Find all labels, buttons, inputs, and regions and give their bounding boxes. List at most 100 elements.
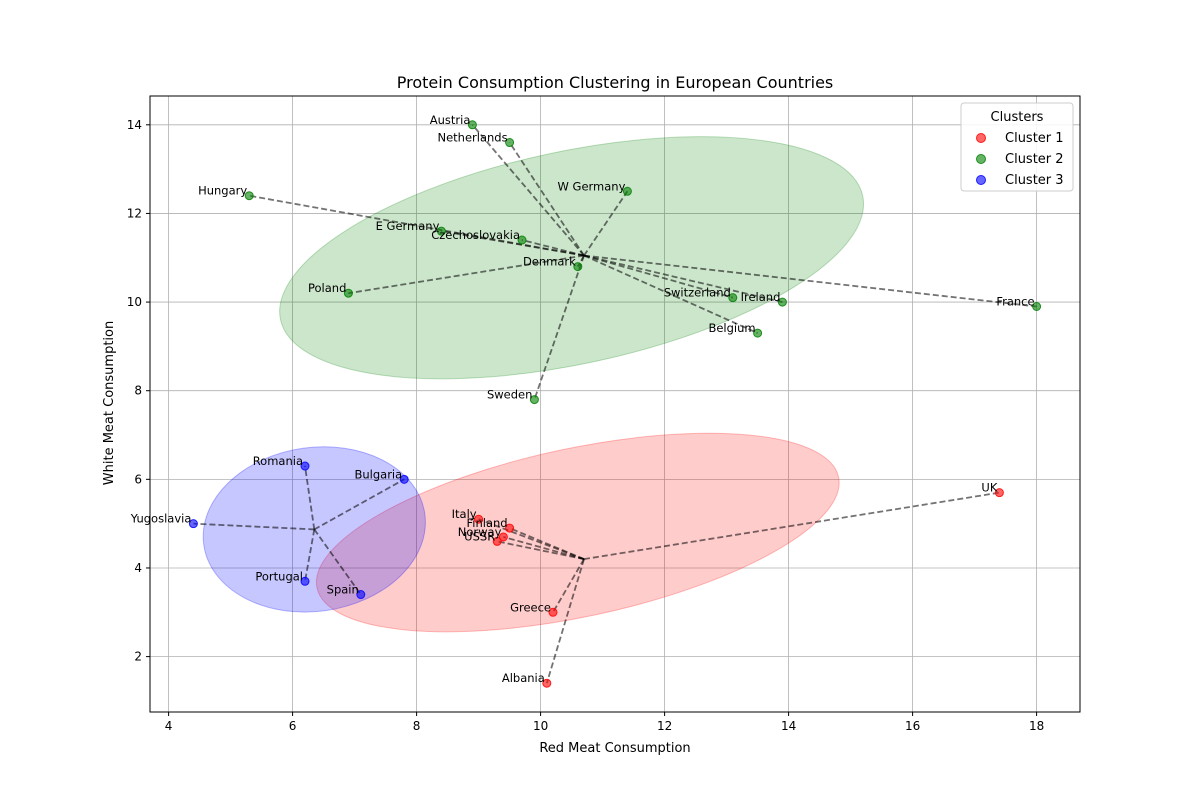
centroid-line	[249, 194, 585, 257]
point-w-germany	[622, 186, 632, 196]
legend-box	[960, 102, 1074, 192]
centroid-line	[552, 558, 585, 613]
point-label: Greece	[510, 600, 551, 614]
point-uk	[994, 488, 1004, 498]
y-tick-label: 12	[127, 206, 142, 220]
point-label: Romania	[253, 454, 303, 468]
point-label: Sweden	[487, 388, 532, 402]
x-tick-label: 10	[533, 719, 548, 733]
point-france	[1032, 302, 1042, 312]
point-label: Ireland	[741, 290, 781, 304]
point-norway	[498, 532, 508, 542]
point-label: Portugal	[255, 569, 303, 583]
legend-entry: Cluster 2	[1005, 152, 1064, 167]
point-label: Yugoslavia	[130, 512, 192, 526]
centroid-line	[304, 465, 316, 530]
centroid-line	[503, 536, 585, 560]
point-spain	[356, 590, 366, 600]
point-romania	[300, 461, 310, 471]
point-label: Bulgaria	[354, 467, 402, 481]
centroid-line	[583, 254, 783, 303]
y-tick-label: 2	[134, 650, 142, 664]
point-label: France	[996, 295, 1034, 309]
point-label: Austria	[430, 113, 471, 127]
x-tick-label: 6	[289, 719, 297, 733]
y-tick-label: 10	[127, 295, 142, 309]
legend-title: Clusters	[991, 110, 1044, 125]
point-label: Poland	[308, 281, 346, 295]
point-yugoslavia	[188, 519, 198, 529]
y-tick-label: 6	[134, 472, 142, 486]
centroid-lines	[193, 124, 1037, 684]
point-czechoslovakia	[517, 235, 527, 245]
point-ussr	[492, 536, 502, 546]
point-ireland	[777, 297, 787, 307]
point-label: Italy	[452, 507, 477, 521]
point-label: Albania	[502, 671, 545, 685]
point-finland	[505, 523, 515, 533]
point-hungary	[244, 191, 254, 201]
point-label: Denmark	[523, 255, 576, 269]
point-greece	[548, 607, 558, 617]
point-labels: Albania Finland Greece Italy Norway UK USSR Aus…	[130, 113, 1035, 685]
legend-marker	[976, 133, 986, 143]
centroid-line	[533, 255, 585, 400]
point-netherlands	[505, 138, 515, 148]
y-tick-label: 4	[134, 561, 142, 575]
chart-title: Protein Consumption Clustering in Europe…	[397, 73, 834, 92]
y-tick-label: 14	[127, 118, 142, 132]
point-label: Czechoslovakia	[431, 228, 520, 242]
centroid-line	[583, 491, 1000, 560]
data-points	[188, 120, 1042, 688]
point-label: Belgium	[708, 321, 755, 335]
point-label: Spain	[327, 583, 359, 597]
point-sweden	[529, 395, 539, 405]
centroid-line	[583, 190, 629, 257]
point-switzerland	[728, 293, 738, 303]
point-label: Finland	[467, 516, 508, 530]
point-label: Switzerland	[664, 286, 731, 300]
point-denmark	[573, 262, 583, 272]
y-tick-label: 8	[134, 384, 142, 398]
x-axis-label: Red Meat Consumption	[539, 741, 690, 756]
x-tick-label: 12	[657, 719, 672, 733]
point-label: USSR	[464, 529, 495, 543]
legend: Clusters Cluster 1 Cluster 2 Cluster 3	[960, 102, 1074, 192]
centroid-line	[583, 254, 734, 299]
legend-entry: Cluster 3	[1005, 173, 1064, 188]
legend-marker	[976, 175, 986, 185]
point-portugal	[300, 576, 310, 586]
point-label: UK	[981, 481, 997, 495]
point-bulgaria	[399, 474, 409, 484]
centroid-line	[348, 254, 585, 295]
x-tick-label: 8	[413, 719, 421, 733]
centroid-line	[583, 254, 758, 334]
point-label: Norway	[458, 525, 502, 539]
legend-entry: Cluster 1	[1005, 131, 1064, 146]
centroid-line	[545, 558, 585, 684]
point-label: W Germany	[558, 179, 626, 193]
cluster-ellipse-1	[315, 432, 840, 633]
centroid-line	[313, 528, 362, 596]
axes: 4 6 8 10 12 14 16 18 2 4 6 8 10 12 14	[127, 95, 1081, 733]
centroid-line	[508, 142, 585, 257]
centroid-line	[313, 478, 405, 531]
x-tick-label: 18	[1029, 719, 1044, 733]
point-label: Hungary	[198, 184, 247, 198]
centroid-line	[583, 254, 1037, 308]
point-poland	[343, 288, 353, 298]
x-tick-label: 16	[905, 719, 920, 733]
point-italy	[474, 514, 484, 524]
point-albania	[542, 678, 552, 688]
point-austria	[467, 120, 477, 130]
axes-frame	[149, 95, 1081, 713]
grid	[150, 96, 1080, 712]
point-e-germany	[436, 226, 446, 236]
centroid-line	[471, 124, 585, 257]
y-axis-label: White Meat Consumption	[102, 321, 117, 485]
point-label: E Germany	[376, 219, 440, 233]
centroid-line	[193, 522, 315, 531]
x-tick-label: 14	[781, 719, 796, 733]
centroid-line	[478, 518, 585, 560]
